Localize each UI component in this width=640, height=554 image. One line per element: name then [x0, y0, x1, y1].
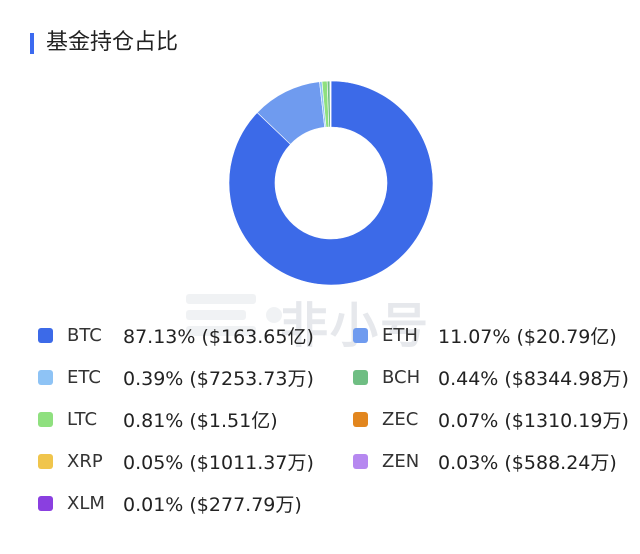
legend-item-ltc[interactable]: LTC 0.81% ($1.51亿) — [38, 404, 278, 434]
donut-chart — [228, 80, 434, 286]
title-accent-bar — [30, 33, 34, 54]
legend-value: 0.03% ($588.24万) — [438, 451, 617, 474]
slice-btc[interactable] — [228, 80, 434, 286]
legend-value: 87.13% ($163.65亿) — [123, 325, 314, 348]
legend-swatch — [38, 495, 53, 511]
legend-symbol: ZEC — [382, 408, 419, 430]
legend-swatch — [353, 327, 368, 343]
legend-value: 11.07% ($20.79亿) — [438, 325, 617, 348]
legend-swatch — [38, 327, 53, 343]
legend-item-xlm[interactable]: XLM 0.01% ($277.79万) — [38, 488, 302, 518]
legend-item-etc[interactable]: ETC 0.39% ($7253.73万) — [38, 362, 314, 392]
legend-symbol: ETC — [67, 366, 101, 388]
legend-symbol: BCH — [382, 366, 421, 388]
legend-swatch — [38, 369, 53, 385]
legend-item-zec[interactable]: ZEC 0.07% ($1310.19万) — [353, 404, 629, 434]
legend-value: 0.05% ($1011.37万) — [123, 451, 314, 474]
legend-item-xrp[interactable]: XRP 0.05% ($1011.37万) — [38, 446, 314, 476]
legend-item-btc[interactable]: BTC 87.13% ($163.65亿) — [38, 320, 314, 350]
legend-value: 0.81% ($1.51亿) — [123, 409, 278, 432]
legend-item-zen[interactable]: ZEN 0.03% ($588.24万) — [353, 446, 617, 476]
legend-symbol: ETH — [382, 324, 418, 346]
chart-title: 基金持仓占比 — [46, 30, 179, 55]
legend-swatch — [38, 453, 53, 469]
legend-item-eth[interactable]: ETH 11.07% ($20.79亿) — [353, 320, 617, 350]
legend-value: 0.01% ($277.79万) — [123, 493, 302, 516]
watermark-text: 非小号 — [280, 298, 431, 354]
legend-swatch — [353, 369, 368, 385]
legend-swatch — [38, 411, 53, 427]
legend-value: 0.39% ($7253.73万) — [123, 367, 314, 390]
legend-swatch — [353, 411, 368, 427]
legend-symbol: XRP — [67, 450, 103, 472]
legend-swatch — [353, 453, 368, 469]
legend-value: 0.44% ($8344.98万) — [438, 367, 629, 390]
legend-symbol: XLM — [67, 492, 105, 514]
legend-symbol: LTC — [67, 408, 98, 430]
legend-item-bch[interactable]: BCH 0.44% ($8344.98万) — [353, 362, 629, 392]
legend-symbol: BTC — [67, 324, 102, 346]
legend-value: 0.07% ($1310.19万) — [438, 409, 629, 432]
watermark-logo-icon — [186, 294, 282, 336]
legend-symbol: ZEN — [382, 450, 420, 472]
